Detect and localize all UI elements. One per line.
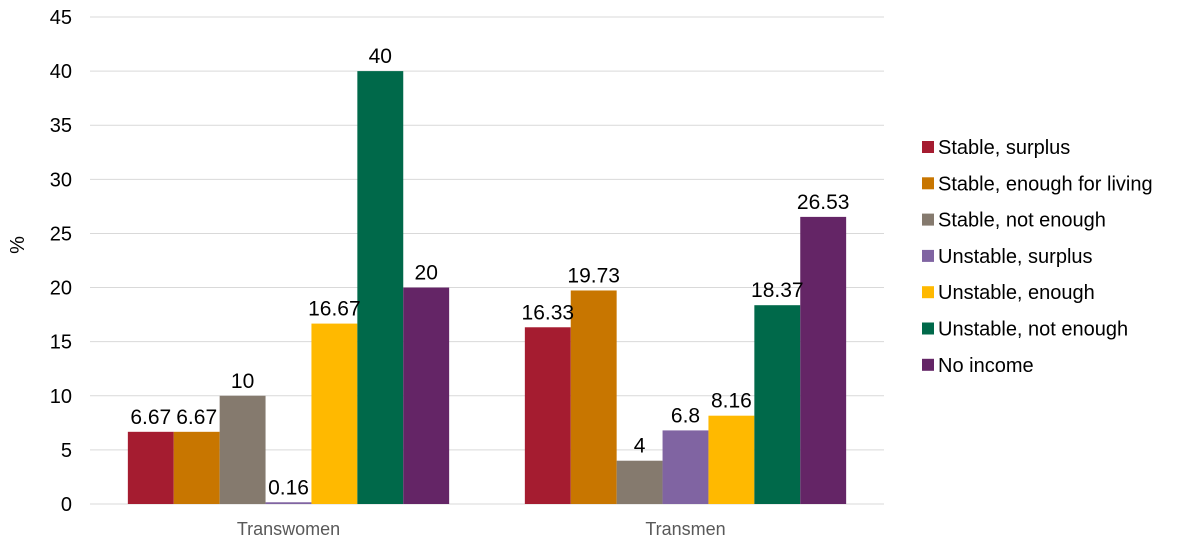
data-label: 0.16 — [268, 476, 309, 499]
y-tick-label: 35 — [50, 115, 72, 137]
data-label: 20 — [415, 262, 438, 285]
bar — [311, 323, 358, 504]
legend-label: Stable, not enough — [938, 210, 1106, 232]
legend-label: Stable, surplus — [938, 137, 1070, 159]
data-label: 8.16 — [711, 390, 752, 413]
legend-swatch — [922, 358, 934, 371]
legend-swatch — [922, 322, 934, 335]
bar — [754, 305, 801, 504]
y-tick-label: 30 — [50, 169, 72, 191]
bar — [708, 415, 755, 504]
bar — [524, 327, 571, 504]
data-label: 10 — [231, 370, 254, 393]
category-label: Transmen — [645, 519, 725, 539]
bar — [616, 460, 663, 504]
legend-swatch — [922, 286, 934, 299]
bar — [173, 431, 220, 504]
y-tick-label: 10 — [50, 386, 72, 408]
data-label: 4 — [634, 435, 646, 458]
y-tick-label: 40 — [50, 61, 72, 83]
x-axis-categories: Transwomen Transmen — [237, 519, 726, 539]
legend-label: Unstable, surplus — [938, 246, 1093, 268]
data-label: 16.33 — [522, 301, 575, 324]
data-label: 18.37 — [751, 279, 804, 302]
y-tick-label: 20 — [50, 278, 72, 300]
y-tick-label: 0 — [61, 494, 72, 516]
data-label: 26.53 — [797, 191, 850, 214]
legend-swatch — [922, 213, 934, 226]
legend-swatch — [922, 177, 934, 190]
data-label: 6.67 — [130, 406, 171, 429]
legend-label: No income — [938, 355, 1034, 377]
bar — [800, 216, 847, 504]
legend-swatch — [922, 249, 934, 262]
bar — [403, 287, 450, 504]
data-label: 6.67 — [176, 406, 217, 429]
bar — [219, 395, 266, 504]
bar — [357, 71, 404, 504]
y-tick-label: 5 — [61, 440, 72, 462]
bar — [662, 430, 709, 504]
bar — [265, 502, 312, 504]
y-tick-label: 25 — [50, 223, 72, 245]
data-label: 6.8 — [671, 404, 700, 427]
legend-label: Stable, enough for living — [938, 173, 1153, 195]
y-axis-label: % — [7, 236, 29, 254]
legend-label: Unstable, not enough — [938, 319, 1128, 341]
legend-label: Unstable, enough — [938, 282, 1095, 304]
legend: Stable, surplus Stable, enough for living… — [922, 137, 1153, 377]
y-axis-ticks: 0 5 10 15 20 25 30 35 40 45 — [50, 7, 72, 516]
data-label: 16.67 — [308, 298, 361, 321]
y-tick-label: 45 — [50, 7, 72, 29]
data-labels: 6.67 6.67 10 0.16 16.67 40 20 16.33 19.73 4 6.8 8.1… — [130, 45, 849, 499]
y-tick-label: 15 — [50, 332, 72, 354]
legend-swatch — [922, 141, 934, 153]
bars — [127, 71, 847, 504]
data-label: 19.73 — [567, 264, 620, 287]
category-label: Transwomen — [237, 519, 340, 539]
bar — [570, 290, 617, 504]
data-label: 40 — [369, 45, 392, 68]
bar — [127, 431, 174, 504]
